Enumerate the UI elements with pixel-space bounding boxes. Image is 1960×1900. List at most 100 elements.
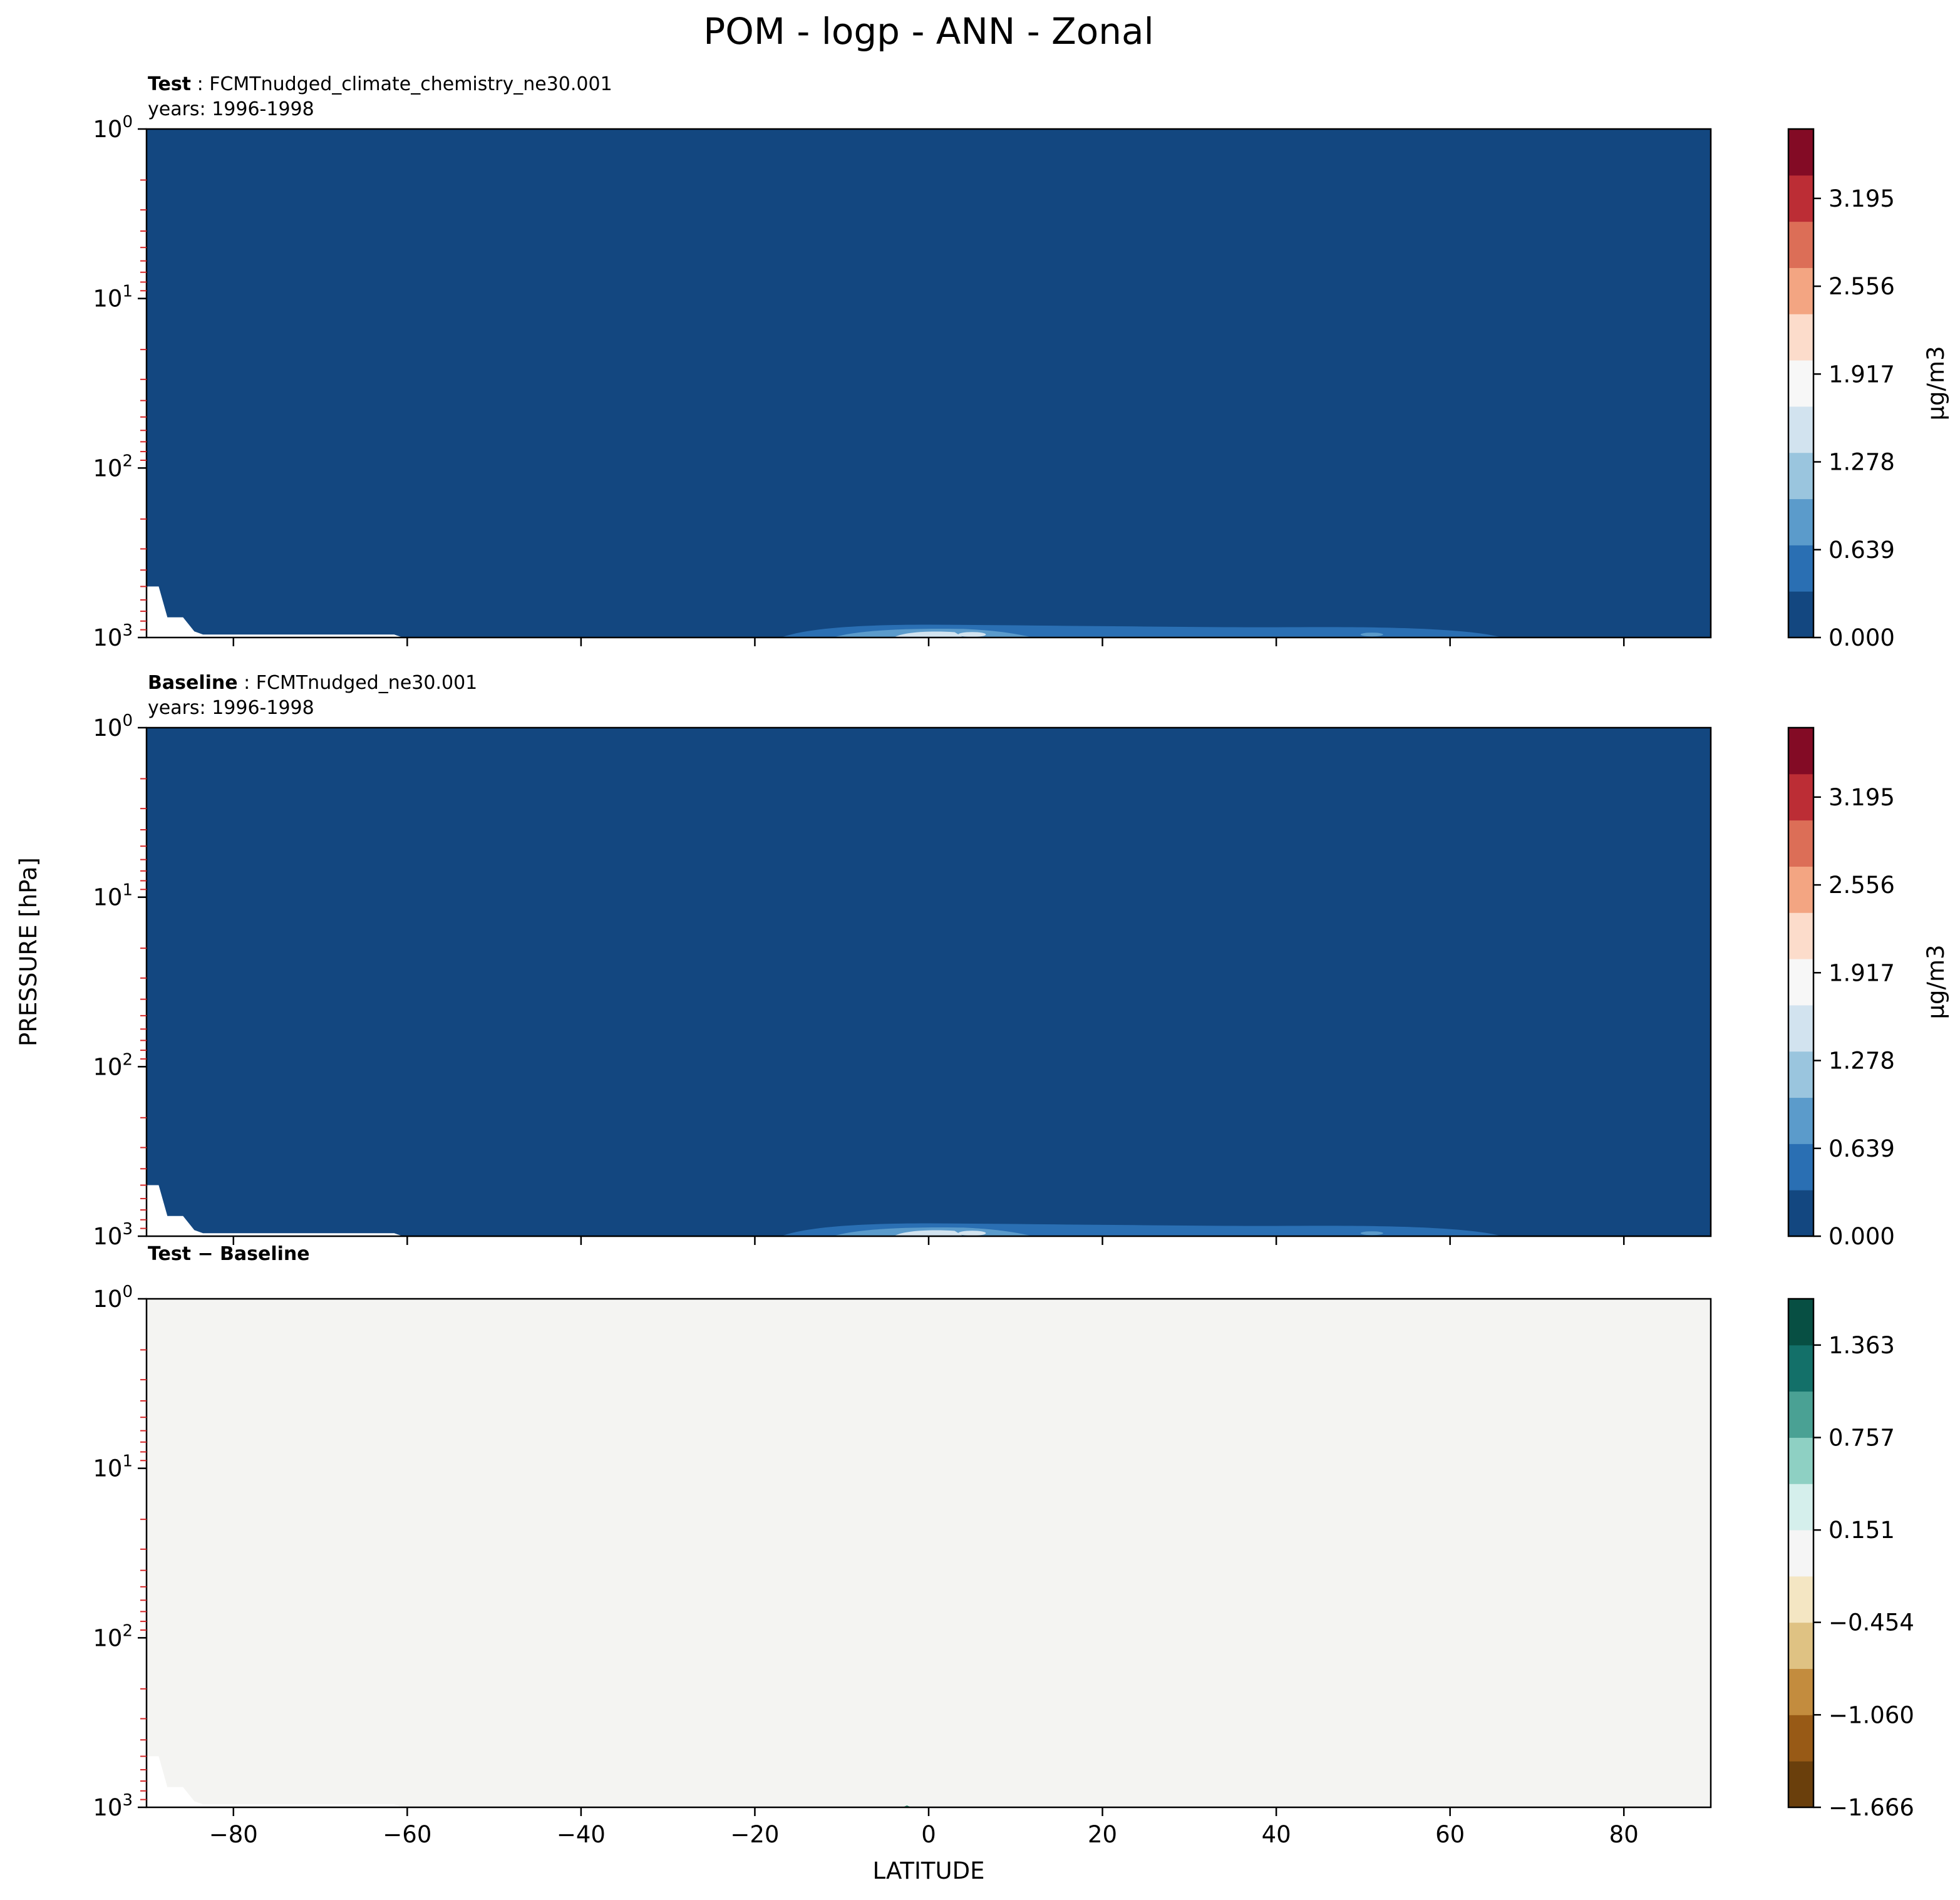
colorbar-tick-label: 1.917 [1828, 361, 1895, 388]
colorbar-tick-label: 0.757 [1828, 1425, 1895, 1452]
colorbar-swatch [1788, 1484, 1813, 1531]
colorbar-tick-label: 0.639 [1828, 537, 1895, 564]
contour-level-4 [958, 1231, 986, 1236]
y-tick-exponent: 2 [122, 452, 133, 470]
y-tick-label: 102 [93, 452, 133, 482]
y-tick-label: 100 [93, 113, 133, 143]
colorbar-tick-label: 0.000 [1828, 1223, 1895, 1250]
x-tick-label: 60 [1435, 1821, 1465, 1848]
y-tick-exponent: 3 [122, 621, 133, 640]
x-tick-label: −20 [730, 1821, 779, 1848]
colorbar-swatch [1788, 1391, 1813, 1438]
colorbar-swatch [1788, 1622, 1813, 1670]
colorbar-swatch [1788, 360, 1813, 407]
y-tick-base: 10 [93, 1624, 122, 1651]
x-tick-label: 0 [921, 1821, 936, 1848]
panel-label: Test − Baseline [148, 1243, 310, 1265]
y-tick-base: 10 [93, 884, 122, 911]
colorbar-tick-label: −1.666 [1828, 1794, 1914, 1821]
colorbar-tick-label: 1.278 [1828, 1048, 1895, 1075]
panel-label: Baseline : FCMTnudged_ne30.001 [148, 672, 477, 694]
colorbar-swatch [1788, 1190, 1813, 1237]
y-tick-label: 101 [93, 1452, 133, 1482]
y-tick-exponent: 0 [122, 711, 133, 730]
missing-data-region [147, 586, 403, 638]
y-tick-exponent: 3 [122, 1220, 133, 1239]
y-axis-label: PRESSURE [hPa] [15, 857, 42, 1046]
y-tick-base: 10 [93, 116, 122, 143]
y-tick-base: 10 [93, 1053, 122, 1080]
panel-label-text: : FCMTnudged_ne30.001 [238, 672, 478, 694]
contour-level-2 [1360, 632, 1383, 637]
colorbar-swatch [1788, 1345, 1813, 1392]
colorbar-swatch [1788, 912, 1813, 959]
colorbar-swatch [1788, 866, 1813, 913]
colorbar-swatch [1788, 1051, 1813, 1098]
colorbar-swatch [1788, 1299, 1813, 1346]
colorbar-swatch [1788, 959, 1813, 1006]
y-tick-label: 100 [93, 1283, 133, 1313]
x-tick-label: −80 [209, 1821, 258, 1848]
y-tick-label: 101 [93, 282, 133, 312]
colorbar-tick-label: 1.278 [1828, 449, 1895, 476]
colorbar-tick-label: −1.060 [1828, 1701, 1914, 1728]
y-tick-label: 102 [93, 1050, 133, 1080]
colorbar-frame [1787, 128, 1815, 639]
x-tick-label: 20 [1088, 1821, 1117, 1848]
colorbar-frame [1787, 1298, 1815, 1809]
x-tick-label: −40 [557, 1821, 606, 1848]
colorbar-swatch [1788, 314, 1813, 361]
colorbar-tick-label: 3.195 [1828, 185, 1895, 212]
figure-title: POM - logp - ANN - Zonal [703, 10, 1153, 53]
colorbar-swatch [1788, 1437, 1813, 1484]
x-tick-label: 80 [1609, 1821, 1639, 1848]
y-tick-base: 10 [93, 455, 122, 482]
y-tick-label: 102 [93, 1621, 133, 1651]
colorbar-swatch [1788, 406, 1813, 453]
colorbar-swatch [1788, 728, 1813, 775]
colorbar-swatch [1788, 221, 1813, 268]
colorbar-swatch [1788, 175, 1813, 222]
colorbar-tick-label: 0.000 [1828, 624, 1895, 651]
contour-background [147, 728, 1711, 1236]
y-tick-exponent: 1 [122, 1452, 133, 1471]
colorbar-swatch [1788, 1761, 1813, 1808]
y-tick-exponent: 3 [122, 1791, 133, 1810]
contour-background [147, 1299, 1711, 1807]
colorbar-swatch [1788, 820, 1813, 867]
y-tick-label: 101 [93, 881, 133, 911]
contour-level-4 [894, 631, 964, 638]
y-tick-exponent: 2 [122, 1050, 133, 1069]
panel-test: Test : FCMTnudged_climate_chemistry_ne30… [93, 73, 1949, 651]
colorbar-swatch [1788, 1576, 1813, 1623]
colorbar-swatch [1788, 1097, 1813, 1144]
contour-level-2 [1360, 1231, 1383, 1236]
colorbar-tick-label: 0.151 [1828, 1517, 1895, 1544]
y-tick-exponent: 0 [122, 1283, 133, 1301]
colorbar-swatch [1788, 267, 1813, 314]
panel-baseline: Baseline : FCMTnudged_ne30.001 years: 199… [93, 672, 1949, 1250]
panels: Test : FCMTnudged_climate_chemistry_ne30… [93, 73, 1949, 1848]
y-tick-base: 10 [93, 1223, 122, 1250]
colorbar-tick-label: 2.556 [1828, 872, 1895, 899]
colorbar-tick-label: −0.454 [1828, 1609, 1914, 1636]
contour-level-4 [958, 632, 986, 638]
y-tick-base: 10 [93, 1286, 122, 1313]
y-tick-base: 10 [93, 1455, 122, 1482]
y-tick-exponent: 1 [122, 282, 133, 301]
colorbar-swatch [1788, 1715, 1813, 1762]
y-tick-base: 10 [93, 715, 122, 741]
colorbar-swatch [1788, 498, 1813, 545]
panel-label-bold: Test − Baseline [148, 1243, 310, 1265]
contour-background [147, 129, 1711, 638]
panel-label-bold: Baseline [148, 672, 238, 694]
colorbar-swatch [1788, 545, 1813, 592]
colorbar-swatch [1788, 1004, 1813, 1052]
colorbar-label: μg/m3 [1922, 346, 1949, 420]
x-tick-label: −60 [383, 1821, 431, 1848]
colorbar-swatch [1788, 452, 1813, 500]
x-tick-label: 40 [1262, 1821, 1291, 1848]
contour-level-4 [894, 1230, 964, 1236]
